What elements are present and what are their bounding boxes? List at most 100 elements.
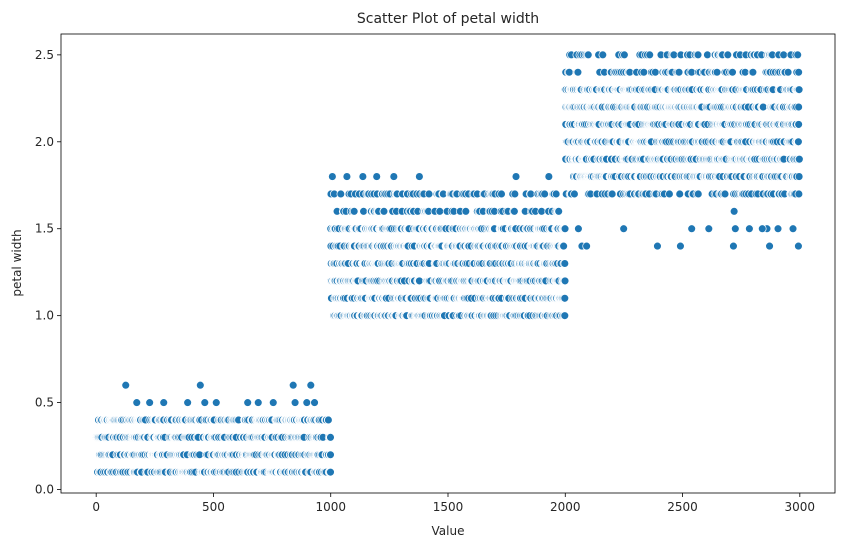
scatter-point — [788, 224, 798, 233]
scatter-point — [607, 189, 617, 199]
scatter-point — [731, 224, 740, 233]
scatter-point — [379, 207, 389, 216]
scatter-point — [720, 189, 730, 199]
scatter-point — [693, 50, 703, 60]
scatter-point — [704, 224, 714, 233]
y-tick-label: 1.0 — [35, 309, 54, 323]
scatter-point — [765, 241, 774, 251]
y-axis-title: petal width — [10, 229, 24, 296]
x-tick-label: 1500 — [433, 500, 464, 514]
scatter-point — [560, 294, 570, 303]
y-tick-label: 0.0 — [35, 483, 54, 497]
scatter-point — [675, 189, 684, 199]
scatter-point — [779, 50, 788, 60]
scatter-point — [306, 380, 316, 390]
scatter-point — [132, 398, 142, 407]
scatter-point — [758, 224, 767, 233]
x-tick-label: 1000 — [315, 500, 346, 514]
scatter-point — [748, 67, 758, 77]
scatter-point — [497, 189, 506, 199]
scatter-point — [565, 67, 574, 77]
scatter-point — [121, 380, 130, 390]
scatter-point — [794, 137, 803, 147]
scatter-point — [200, 398, 210, 407]
x-axis-ticks: 0 500 1000 1500 2000 2500 3000 — [92, 493, 815, 514]
scatter-point — [415, 276, 424, 286]
scatter-point — [328, 172, 337, 181]
scatter-point — [559, 241, 568, 251]
scatter-point — [424, 189, 434, 199]
scatter-point — [645, 50, 654, 60]
scatter-point — [694, 189, 703, 199]
scatter-point — [794, 85, 804, 94]
scatter-point — [783, 67, 793, 77]
scatter-point — [461, 207, 471, 216]
scatter-point — [560, 276, 570, 286]
scatter-point — [582, 241, 591, 251]
scatter-point — [687, 224, 696, 233]
scatter-point — [511, 172, 521, 181]
scatter-point — [326, 450, 335, 460]
x-tick-label: 2500 — [667, 500, 698, 514]
y-tick-label: 2.0 — [35, 135, 54, 149]
scatter-point — [290, 398, 300, 407]
scatter-point — [758, 102, 768, 112]
x-tick-label: 0 — [92, 500, 100, 514]
scatter-point — [665, 189, 674, 199]
scatter-point — [537, 207, 546, 216]
scatter-point — [703, 50, 712, 60]
scatter-point — [389, 172, 399, 181]
scatter-point — [349, 207, 359, 216]
scatter-point — [510, 207, 519, 216]
scatter-point — [620, 50, 629, 60]
scatter-point — [243, 398, 252, 407]
scatter-point — [570, 189, 579, 199]
scatter-point — [584, 50, 593, 60]
scatter-point — [794, 189, 804, 199]
scatter-point — [674, 67, 684, 77]
scatter-point — [619, 224, 628, 233]
y-tick-label: 2.5 — [35, 48, 54, 62]
scatter-point — [510, 189, 520, 199]
scatter-point — [145, 398, 154, 407]
scatter-point — [326, 467, 335, 477]
x-tick-label: 500 — [202, 500, 225, 514]
scatter-point — [560, 224, 570, 233]
scatter-point — [794, 67, 803, 77]
scatter-point — [435, 207, 445, 216]
scatter-point — [196, 380, 205, 390]
scatter-point — [598, 50, 608, 60]
scatter-point — [540, 189, 549, 199]
scatter-point — [712, 67, 722, 77]
scatter-point — [794, 241, 803, 251]
scatter-point — [729, 241, 738, 251]
scatter-point — [326, 433, 335, 442]
y-axis-ticks: 0.0 0.5 1.0 1.5 2.0 2.5 — [35, 48, 61, 497]
scatter-point — [560, 259, 570, 268]
scatter-point — [183, 398, 192, 407]
scatter-point — [560, 311, 570, 320]
scatter-point — [269, 398, 278, 407]
x-axis-title: Value — [432, 524, 465, 538]
scatter-point — [336, 189, 346, 199]
scatter-point — [159, 398, 168, 407]
scatter-point — [728, 67, 737, 77]
scatter-point — [372, 172, 381, 181]
scatter-point — [551, 189, 561, 199]
scatter-point — [794, 172, 804, 181]
scatter-point — [676, 241, 685, 251]
scatter-point — [723, 50, 733, 60]
scatter-point — [554, 207, 563, 216]
scatter-point — [651, 67, 660, 77]
x-tick-label: 3000 — [785, 500, 816, 514]
scatter-point — [359, 207, 368, 216]
scatter-point — [653, 241, 662, 251]
scatter-point — [574, 224, 583, 233]
scatter-point — [212, 398, 221, 407]
scatter-point — [573, 67, 583, 77]
scatter-point — [544, 172, 554, 181]
scatter-point — [342, 172, 352, 181]
scatter-point — [358, 172, 368, 181]
scatter-point — [288, 380, 298, 390]
